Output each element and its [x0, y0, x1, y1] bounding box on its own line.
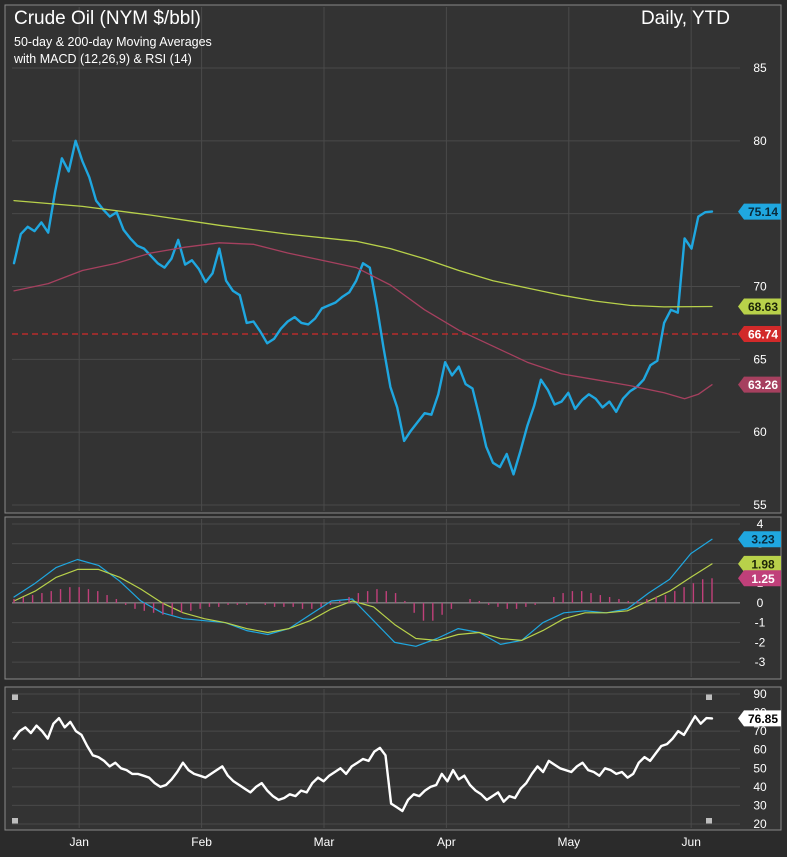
last-label-signal: 1.98: [738, 555, 781, 572]
x-tick-label: Jan: [70, 835, 89, 849]
rsi-corner-marker-3: [706, 818, 712, 824]
panel-price: [4, 4, 782, 514]
last-label-rsi-text: 76.85: [748, 712, 778, 726]
x-tick-label: Jun: [682, 835, 701, 849]
y-tick-label-macd: 0: [757, 596, 764, 610]
last-value-labels: 75.14 68.63 63.26 66.74 3.23 1.981.25 76.85: [738, 203, 781, 727]
y-tick-label-price: 60: [753, 425, 767, 439]
chart-subtitle: 50-day & 200-day Moving Averages: [14, 35, 212, 49]
last-label-signal-text: 1.98: [751, 557, 775, 571]
last-label-histogram-text: 1.25: [751, 572, 775, 586]
y-tick-label-rsi: 30: [753, 798, 767, 812]
y-tick-label-price: 85: [753, 61, 767, 75]
chart-title: Crude Oil (NYM $/bbl): [14, 8, 201, 29]
y-tick-label-rsi: 40: [753, 780, 767, 794]
y-tick-label-rsi: 60: [753, 743, 767, 757]
y-tick-label-price: 70: [753, 280, 767, 294]
y-tick-label-macd: -2: [755, 635, 766, 649]
panel-macd: [4, 516, 782, 680]
rsi-corner-marker-1: [706, 694, 712, 700]
period-label: Daily, YTD: [640, 8, 730, 29]
x-tick-label: Mar: [314, 835, 335, 849]
x-tick-label: Apr: [437, 835, 456, 849]
series-signal: [13, 563, 713, 641]
series-macd: [13, 538, 713, 647]
y-tick-label-price: 55: [753, 498, 767, 512]
series-rsi: [12, 715, 714, 813]
last-label-price-text: 75.14: [748, 205, 778, 219]
last-label-reference: 66.74: [738, 325, 781, 342]
y-tick-label-price: 65: [753, 352, 767, 366]
y-tick-label-rsi: 50: [753, 761, 767, 775]
last-label-ma50: 63.26: [738, 376, 781, 393]
last-label-histogram-box: [738, 570, 781, 587]
y-tick-label-macd: -1: [755, 616, 766, 630]
last-label-histogram: 1.25: [738, 570, 781, 587]
last-label-price-box: [738, 203, 781, 220]
panel-frames: [4, 4, 782, 831]
y-tick-label-macd: -3: [755, 655, 766, 669]
last-label-ma200-box: [738, 298, 781, 315]
last-label-macd-box: [738, 531, 781, 548]
last-label-price: 75.14: [738, 203, 781, 220]
x-tick-label: May: [557, 835, 580, 849]
y-tick-label-macd: 4: [757, 517, 764, 531]
y-tick-label-rsi: 70: [753, 724, 767, 738]
panel-rsi: [4, 686, 782, 831]
rsi-corner-marker-0: [12, 694, 18, 700]
last-label-macd: 3.23: [738, 531, 781, 548]
x-tick-label: Feb: [191, 835, 212, 849]
y-tick-label-rsi: 90: [753, 687, 767, 701]
rsi-corner-marker-2: [12, 818, 18, 824]
last-label-rsi-box: [738, 710, 781, 727]
y-tick-label-price: 80: [753, 134, 767, 148]
last-label-reference-box: [738, 325, 781, 342]
series-ma50: [13, 242, 713, 400]
y-tick-label-rsi: 20: [753, 817, 767, 831]
series-layer: [12, 139, 737, 813]
last-label-macd-text: 3.23: [751, 533, 775, 547]
last-label-ma50-text: 63.26: [748, 378, 778, 392]
last-label-ma200: 68.63: [738, 298, 781, 315]
series-ma200: [13, 199, 713, 308]
last-label-ma50-box: [738, 376, 781, 393]
last-label-ma200-text: 68.63: [748, 300, 778, 314]
last-label-signal-box: [738, 555, 781, 572]
last-label-reference-text: 66.74: [748, 327, 778, 341]
indicator-subtitle: with MACD (12,26,9) & RSI (14): [14, 52, 192, 66]
last-label-rsi: 76.85: [738, 710, 781, 727]
series-price: [12, 139, 714, 476]
